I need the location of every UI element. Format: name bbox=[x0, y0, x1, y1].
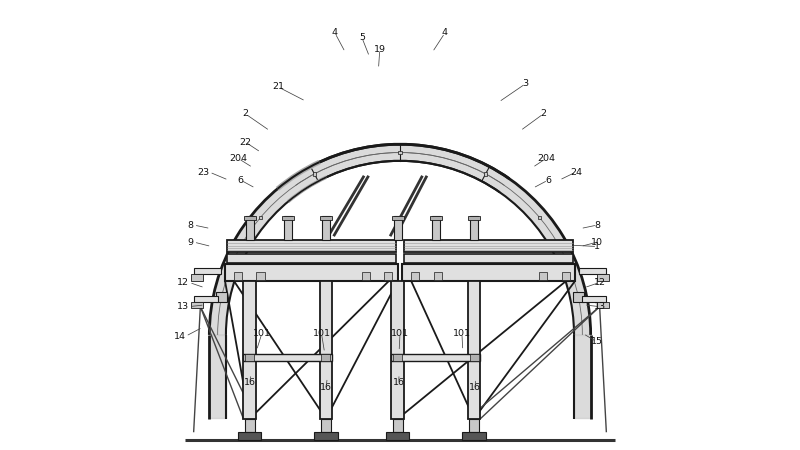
Bar bbox=[432, 216, 440, 240]
Text: 5: 5 bbox=[359, 33, 365, 42]
Bar bbox=[582, 297, 606, 302]
Bar bbox=[468, 216, 480, 220]
Bar bbox=[362, 272, 370, 280]
Text: 4: 4 bbox=[442, 28, 448, 37]
Bar bbox=[238, 432, 262, 441]
Text: 2: 2 bbox=[242, 109, 248, 118]
Text: 15: 15 bbox=[590, 337, 602, 346]
Bar bbox=[539, 272, 547, 280]
Bar bbox=[194, 297, 218, 302]
Text: 1: 1 bbox=[594, 242, 600, 251]
Bar bbox=[258, 216, 262, 220]
Text: 10: 10 bbox=[591, 238, 603, 247]
Bar bbox=[579, 268, 606, 274]
Text: 19: 19 bbox=[374, 45, 386, 54]
Text: 14: 14 bbox=[174, 332, 186, 341]
Bar bbox=[470, 216, 478, 240]
Bar bbox=[384, 272, 392, 280]
Bar bbox=[434, 272, 442, 280]
Bar bbox=[225, 264, 398, 281]
Bar bbox=[398, 151, 402, 154]
Text: 101: 101 bbox=[453, 329, 471, 338]
Bar bbox=[393, 419, 402, 432]
Text: 9: 9 bbox=[188, 238, 194, 247]
Text: 12: 12 bbox=[177, 278, 189, 287]
Text: 22: 22 bbox=[239, 138, 251, 147]
Bar bbox=[227, 254, 395, 263]
Text: 4: 4 bbox=[332, 28, 338, 37]
Bar bbox=[282, 216, 294, 220]
Text: 204: 204 bbox=[537, 154, 554, 163]
Bar bbox=[394, 216, 402, 240]
Text: 101: 101 bbox=[391, 329, 409, 338]
Bar bbox=[313, 172, 316, 176]
Bar bbox=[468, 281, 480, 419]
Bar bbox=[234, 272, 242, 280]
Text: 21: 21 bbox=[272, 82, 284, 91]
Text: 16: 16 bbox=[393, 378, 405, 387]
Bar bbox=[243, 354, 332, 361]
Bar bbox=[257, 272, 265, 280]
Bar bbox=[538, 216, 542, 220]
Bar bbox=[314, 432, 338, 441]
Bar bbox=[246, 216, 254, 240]
Bar bbox=[392, 216, 403, 220]
Bar bbox=[570, 271, 573, 274]
Bar bbox=[462, 432, 486, 441]
Bar bbox=[394, 354, 402, 360]
Bar bbox=[322, 216, 330, 240]
Bar bbox=[321, 419, 331, 432]
Bar bbox=[402, 264, 575, 281]
Polygon shape bbox=[574, 335, 590, 418]
Text: 6: 6 bbox=[238, 176, 244, 184]
Bar bbox=[405, 240, 573, 252]
Bar bbox=[598, 274, 609, 281]
Bar bbox=[191, 274, 202, 281]
Text: 13: 13 bbox=[177, 302, 189, 311]
Bar bbox=[322, 354, 330, 360]
Bar bbox=[405, 254, 573, 263]
Text: 2: 2 bbox=[541, 109, 546, 118]
Text: 16: 16 bbox=[470, 383, 482, 392]
Bar bbox=[320, 281, 332, 419]
Bar bbox=[573, 292, 584, 302]
Bar bbox=[411, 272, 419, 280]
Bar bbox=[430, 216, 442, 220]
Bar bbox=[244, 216, 255, 220]
Bar bbox=[320, 216, 332, 220]
Bar bbox=[391, 281, 404, 419]
Bar bbox=[216, 292, 227, 302]
Bar bbox=[562, 272, 570, 280]
Text: 13: 13 bbox=[594, 302, 606, 311]
Bar bbox=[246, 354, 254, 360]
Bar bbox=[470, 354, 478, 360]
Polygon shape bbox=[210, 144, 590, 335]
Text: 8: 8 bbox=[594, 220, 600, 230]
Bar bbox=[469, 419, 479, 432]
Text: 8: 8 bbox=[188, 220, 194, 230]
Bar bbox=[386, 432, 410, 441]
Text: 204: 204 bbox=[230, 154, 247, 163]
Text: 6: 6 bbox=[545, 176, 551, 184]
Polygon shape bbox=[210, 335, 226, 418]
Bar bbox=[243, 281, 256, 419]
Bar bbox=[245, 419, 254, 432]
Bar bbox=[194, 268, 221, 274]
Bar bbox=[284, 216, 292, 240]
Bar bbox=[598, 302, 609, 308]
Text: 16: 16 bbox=[244, 378, 256, 387]
Bar bbox=[227, 271, 230, 274]
Text: 3: 3 bbox=[522, 79, 529, 88]
Text: 16: 16 bbox=[320, 383, 332, 392]
Bar bbox=[484, 172, 487, 176]
Text: 12: 12 bbox=[594, 278, 606, 287]
Bar bbox=[391, 354, 480, 361]
Bar bbox=[227, 240, 395, 252]
Text: 23: 23 bbox=[198, 167, 210, 176]
Text: 24: 24 bbox=[570, 167, 582, 176]
Bar bbox=[191, 302, 202, 308]
Text: 101: 101 bbox=[313, 329, 330, 338]
Text: 101: 101 bbox=[253, 329, 271, 338]
